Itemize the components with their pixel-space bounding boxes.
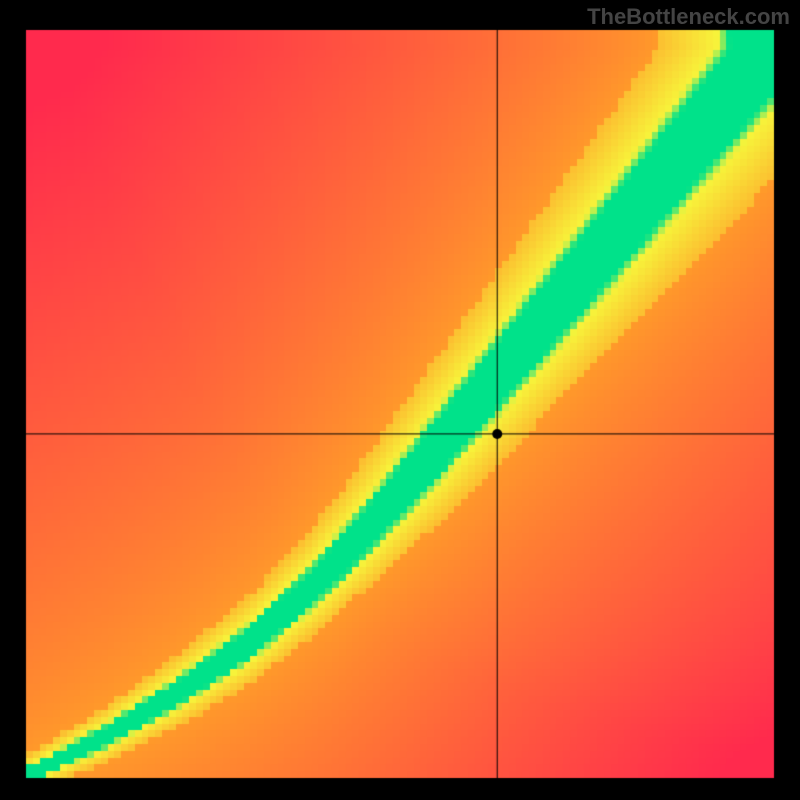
heatmap-canvas — [0, 0, 800, 800]
watermark-text: TheBottleneck.com — [587, 4, 790, 30]
chart-container: TheBottleneck.com — [0, 0, 800, 800]
